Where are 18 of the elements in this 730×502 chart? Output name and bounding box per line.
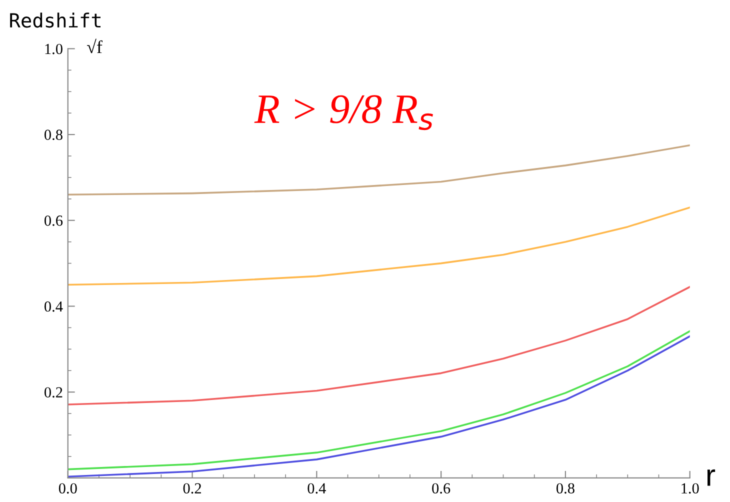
x-tick-label: 0.2 [183, 483, 201, 494]
line-series [68, 286, 690, 406]
x-tick-label: 1.0 [682, 483, 699, 494]
x-tick-label: 0.8 [556, 483, 574, 494]
y-tick-label: 0.2 [44, 387, 62, 398]
x-tick-label: 0.0 [58, 483, 77, 494]
y-tick-label: 1.0 [45, 44, 62, 54]
x-axis-title: r [707, 469, 716, 486]
y-tick-label: 0.6 [44, 216, 63, 226]
chart-title: Redshift [10, 12, 101, 28]
y-axis-title: √f [86, 38, 102, 54]
annotation: R > 9/8 R$_{s}$ [254, 95, 433, 130]
x-tick-label: 0.4 [308, 483, 326, 494]
x-tick-label: 0.6 [432, 483, 450, 494]
y-tick-label: 0.8 [44, 130, 62, 140]
line-series [68, 144, 690, 196]
y-tick-label: 0.4 [44, 301, 63, 312]
line-series [68, 206, 690, 286]
